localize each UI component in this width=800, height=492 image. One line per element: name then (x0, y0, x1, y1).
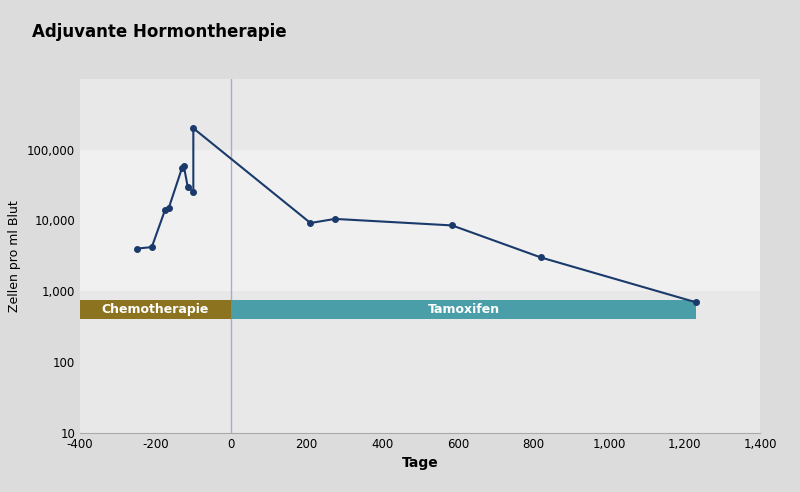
Y-axis label: Zellen pro ml Blut: Zellen pro ml Blut (9, 200, 22, 312)
Text: Tamoxifen: Tamoxifen (427, 303, 499, 316)
Bar (80, 150, 760, 291)
Bar (80, 300, 231, 319)
Text: Adjuvante Hormontherapie: Adjuvante Hormontherapie (32, 24, 286, 41)
Text: Chemotherapie: Chemotherapie (102, 303, 210, 316)
X-axis label: Tage: Tage (402, 457, 438, 470)
Bar (231, 300, 696, 319)
